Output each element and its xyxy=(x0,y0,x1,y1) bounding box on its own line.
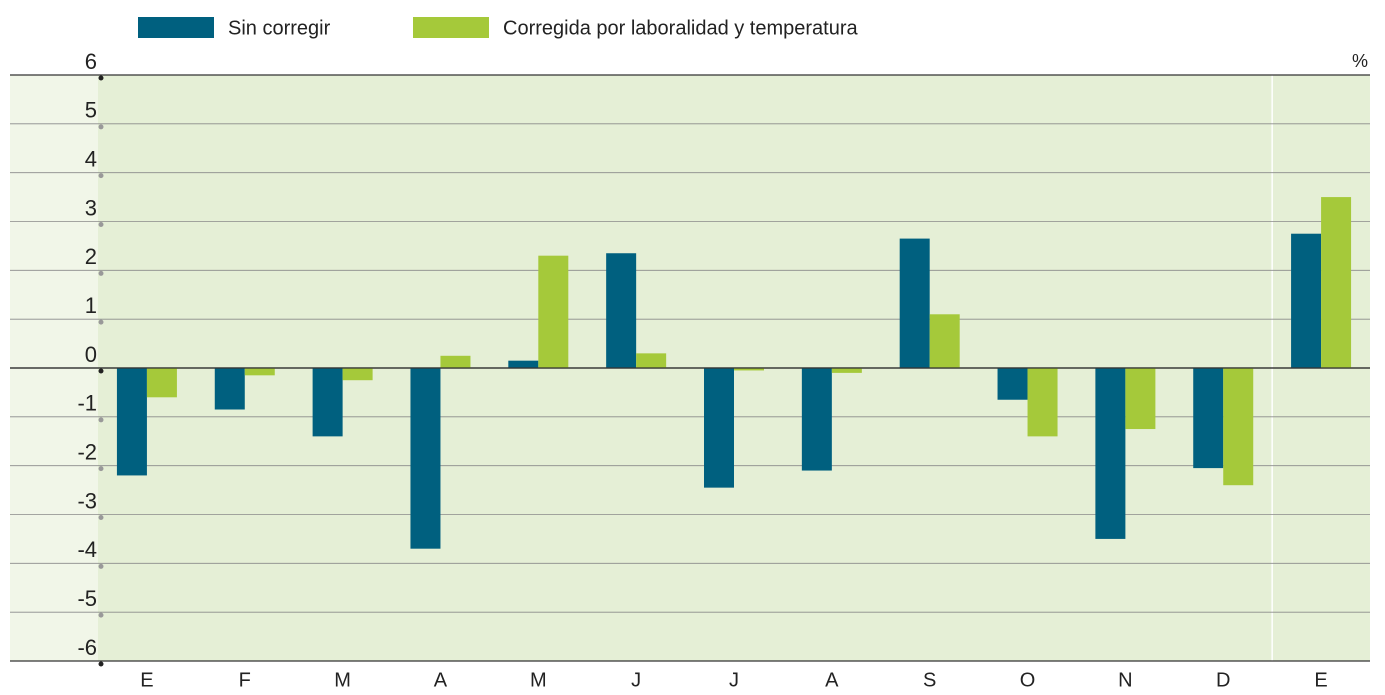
bar xyxy=(440,355,471,368)
bar xyxy=(997,368,1028,400)
x-tick-label: A xyxy=(825,669,839,691)
x-tick-label: F xyxy=(239,669,251,691)
y-tick-label: -6 xyxy=(77,635,97,660)
bar xyxy=(704,368,734,488)
y-tick-label: 0 xyxy=(85,342,97,367)
bar xyxy=(899,238,930,368)
x-tick-label: M xyxy=(530,669,547,691)
legend-text: Sin corregir xyxy=(228,17,331,39)
x-tick-label: D xyxy=(1216,669,1230,691)
tick-dot xyxy=(98,612,104,618)
bar xyxy=(214,368,245,410)
y-tick-label: 4 xyxy=(85,146,97,171)
x-tick-label: S xyxy=(923,669,936,691)
tick-dot xyxy=(98,368,104,374)
x-tick-label: J xyxy=(729,669,739,691)
y-tick-label: 5 xyxy=(85,98,97,123)
x-tick-label: J xyxy=(631,669,641,691)
tick-dot xyxy=(98,319,104,325)
tick-dot xyxy=(98,563,104,569)
bar xyxy=(1223,368,1254,486)
bar xyxy=(1125,368,1156,430)
y-tick-label: 3 xyxy=(85,195,97,220)
bar xyxy=(312,368,343,437)
tick-dot xyxy=(98,124,104,130)
x-tick-label: N xyxy=(1118,669,1132,691)
bar xyxy=(116,368,147,476)
y-tick-label: -5 xyxy=(77,586,97,611)
bar xyxy=(1321,197,1352,368)
legend-text: Corregida por laboralidad y temperatura xyxy=(503,17,859,39)
tick-dot xyxy=(98,173,104,179)
x-tick-label: M xyxy=(334,669,351,691)
y-tick-label: -4 xyxy=(77,537,97,562)
y-tick-label: -2 xyxy=(77,439,97,464)
x-tick-label: E xyxy=(140,669,153,691)
bar xyxy=(1027,368,1058,437)
bar xyxy=(606,253,637,368)
bar xyxy=(1095,368,1126,539)
bar xyxy=(244,368,275,376)
y-tick-label: 6 xyxy=(85,49,97,74)
tick-dot xyxy=(98,417,104,423)
bar xyxy=(831,368,862,373)
unit-label: % xyxy=(1352,51,1368,71)
bar xyxy=(410,368,441,549)
bar xyxy=(146,368,177,398)
legend-swatch xyxy=(138,17,214,38)
bar xyxy=(929,314,960,368)
tick-dot xyxy=(98,222,104,227)
y-tick-label: -1 xyxy=(77,391,97,416)
tick-dot xyxy=(98,661,104,667)
bar xyxy=(538,255,569,368)
bar xyxy=(342,368,373,381)
bar xyxy=(636,353,667,368)
tick-dot xyxy=(98,270,104,276)
bar xyxy=(508,360,539,368)
tick-dot xyxy=(98,466,104,472)
y-tick-label: 2 xyxy=(85,244,97,269)
x-tick-label: A xyxy=(434,669,448,691)
x-tick-label: O xyxy=(1020,669,1036,691)
bar xyxy=(734,368,764,371)
y-tick-label: 1 xyxy=(85,293,97,318)
tick-dot xyxy=(98,515,104,520)
bar xyxy=(1193,368,1224,469)
y-tick-label: -3 xyxy=(77,488,97,513)
bar xyxy=(1291,233,1322,368)
bar xyxy=(801,368,832,471)
tick-dot xyxy=(98,75,104,81)
x-tick-label: E xyxy=(1314,669,1327,691)
legend-swatch xyxy=(413,17,489,38)
